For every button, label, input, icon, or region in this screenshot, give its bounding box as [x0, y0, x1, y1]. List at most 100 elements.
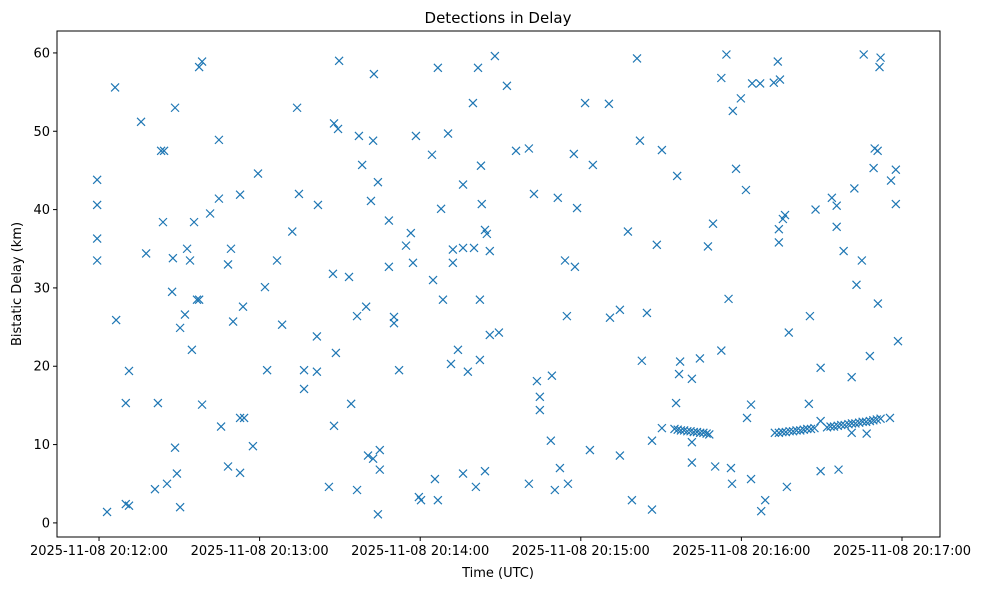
data-point-x-marker: [563, 479, 573, 489]
data-point-x-marker: [205, 209, 215, 218]
x-tick-label: 2025-11-08 20:17:00: [833, 544, 971, 559]
x-tick-label: 2025-11-08 20:15:00: [512, 544, 650, 559]
data-point-x-marker: [331, 348, 341, 358]
x-tick-label: 2025-11-08 20:14:00: [351, 544, 489, 559]
data-point-x-marker: [292, 103, 302, 113]
data-point-x-marker: [832, 201, 842, 211]
data-point-x-marker: [329, 421, 339, 431]
data-point-x-marker: [482, 229, 492, 239]
data-point-x-marker: [324, 482, 334, 492]
data-point-x-marker: [172, 469, 182, 478]
data-point-x-marker: [344, 272, 354, 282]
data-point-x-marker: [816, 466, 826, 476]
x-tick-label: 2025-11-08 20:13:00: [191, 544, 329, 559]
data-point-x-marker: [652, 240, 662, 250]
data-point-x-marker: [502, 81, 512, 91]
data-point-x-marker: [158, 217, 168, 227]
data-point-x-marker: [535, 392, 545, 402]
data-point-x-marker: [647, 436, 657, 446]
data-point-x-marker: [329, 119, 339, 128]
data-point-x-marker: [774, 224, 784, 234]
data-point-x-marker: [136, 117, 146, 127]
x-axis-ticks: 2025-11-08 20:12:00 2025-11-08 20:13:00 20…: [30, 537, 971, 559]
data-point-x-marker: [124, 366, 134, 376]
data-point-x-marker: [162, 479, 172, 489]
data-point-x-marker: [805, 311, 815, 321]
data-point-x-marker: [92, 175, 102, 185]
data-point-x-marker: [373, 509, 383, 519]
data-point-x-marker: [873, 146, 883, 156]
data-point-x-marker: [792, 426, 801, 435]
data-point-x-marker: [313, 200, 323, 210]
y-tick-label: 50: [33, 125, 50, 140]
data-point-x-marker: [849, 184, 859, 193]
data-point-x-marker: [847, 372, 857, 382]
data-point-x-marker: [657, 145, 667, 155]
data-point-x-marker: [802, 424, 812, 434]
x-tick-label: 2025-11-08 20:16:00: [672, 544, 810, 559]
data-point-x-marker: [92, 234, 102, 243]
data-point-x-marker: [580, 98, 590, 108]
data-point-x-marker: [865, 351, 875, 361]
data-point-x-marker: [408, 258, 418, 268]
data-point-x-marker: [368, 136, 378, 146]
data-point-x-marker: [124, 501, 134, 511]
data-point-x-marker: [448, 245, 458, 254]
data-point-x-marker: [862, 429, 872, 439]
data-point-x-marker: [214, 135, 224, 145]
data-point-x-marker: [235, 468, 245, 478]
data-point-x-marker: [238, 302, 248, 312]
data-point-x-marker: [168, 253, 178, 263]
data-point-x-marker: [448, 258, 458, 268]
data-points: [92, 50, 903, 519]
data-point-x-marker: [777, 427, 787, 437]
data-point-x-marker: [375, 465, 385, 475]
y-tick-label: 60: [33, 46, 50, 61]
data-point-x-marker: [857, 256, 867, 265]
data-point-x-marker: [471, 482, 481, 492]
data-point-x-marker: [674, 369, 684, 379]
data-point-x-marker: [477, 199, 487, 209]
data-point-x-marker: [605, 313, 615, 323]
data-point-x-marker: [277, 320, 287, 330]
plot-area: [56, 30, 941, 538]
y-tick-label: 20: [33, 360, 50, 375]
data-point-x-marker: [287, 227, 297, 236]
data-point-x-marker: [746, 474, 756, 484]
data-point-x-marker: [427, 150, 437, 160]
data-point-x-marker: [175, 502, 185, 512]
data-point-x-marker: [443, 129, 453, 139]
data-point-x-marker: [453, 345, 463, 355]
data-point-x-marker: [357, 160, 367, 170]
data-point-x-marker: [642, 308, 652, 318]
data-point-x-marker: [192, 295, 202, 305]
data-point-x-marker: [352, 485, 362, 495]
data-point-x-marker: [260, 282, 270, 292]
data-point-x-marker: [847, 428, 857, 438]
data-point-x-marker: [328, 269, 338, 279]
y-axis-label: Bistatic Delay (km): [10, 222, 25, 346]
data-point-x-marker: [698, 428, 708, 438]
data-point-x-marker: [433, 63, 443, 73]
data-point-x-marker: [553, 193, 563, 203]
data-point-x-marker: [494, 328, 504, 337]
data-point-x-marker: [708, 219, 718, 229]
data-point-x-marker: [485, 330, 495, 340]
data-point-x-marker: [756, 506, 766, 516]
data-point-x-marker: [185, 256, 195, 265]
data-point-x-marker: [529, 189, 539, 199]
data-point-x-marker: [716, 73, 726, 83]
y-axis-ticks: 0 10 20 30 40 50 60: [33, 46, 57, 531]
data-point-x-marker: [627, 495, 637, 505]
data-point-x-marker: [485, 246, 495, 256]
data-point-x-marker: [272, 256, 282, 265]
data-point-x-marker: [216, 422, 226, 431]
data-point-x-marker: [187, 345, 197, 355]
data-point-x-marker: [248, 441, 258, 451]
data-point-x-marker: [747, 79, 757, 88]
data-point-x-marker: [858, 417, 868, 427]
data-point-x-marker: [555, 463, 565, 473]
data-point-x-marker: [852, 280, 861, 290]
data-point-x-marker: [373, 177, 383, 187]
data-point-x-marker: [363, 451, 373, 460]
